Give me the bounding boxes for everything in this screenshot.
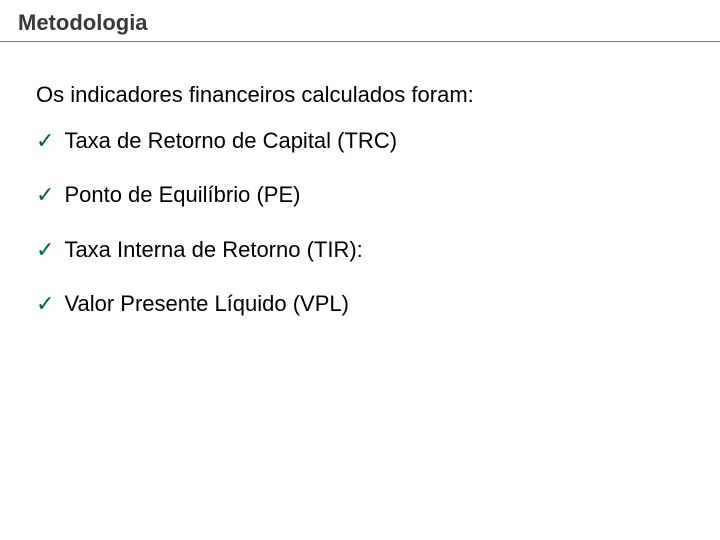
page-title: Metodologia xyxy=(18,10,148,36)
check-icon: ✓ xyxy=(36,182,54,208)
list-item: ✓ Ponto de Equilíbrio (PE) xyxy=(36,182,397,208)
intro-text: Os indicadores financeiros calculados fo… xyxy=(36,82,474,108)
list-item-label: Taxa Interna de Retorno (TIR): xyxy=(64,237,362,263)
check-icon: ✓ xyxy=(36,237,54,263)
list-item: ✓ Taxa de Retorno de Capital (TRC) xyxy=(36,128,397,154)
check-icon: ✓ xyxy=(36,128,54,154)
list-item-label: Ponto de Equilíbrio (PE) xyxy=(64,182,300,208)
list-item-label: Taxa de Retorno de Capital (TRC) xyxy=(64,128,397,154)
check-icon: ✓ xyxy=(36,291,54,317)
title-bar: Metodologia xyxy=(0,6,720,42)
list-item-label: Valor Presente Líquido (VPL) xyxy=(64,291,349,317)
list-item: ✓ Valor Presente Líquido (VPL) xyxy=(36,291,397,317)
list-item: ✓ Taxa Interna de Retorno (TIR): xyxy=(36,237,397,263)
check-list: ✓ Taxa de Retorno de Capital (TRC) ✓ Pon… xyxy=(36,128,397,346)
